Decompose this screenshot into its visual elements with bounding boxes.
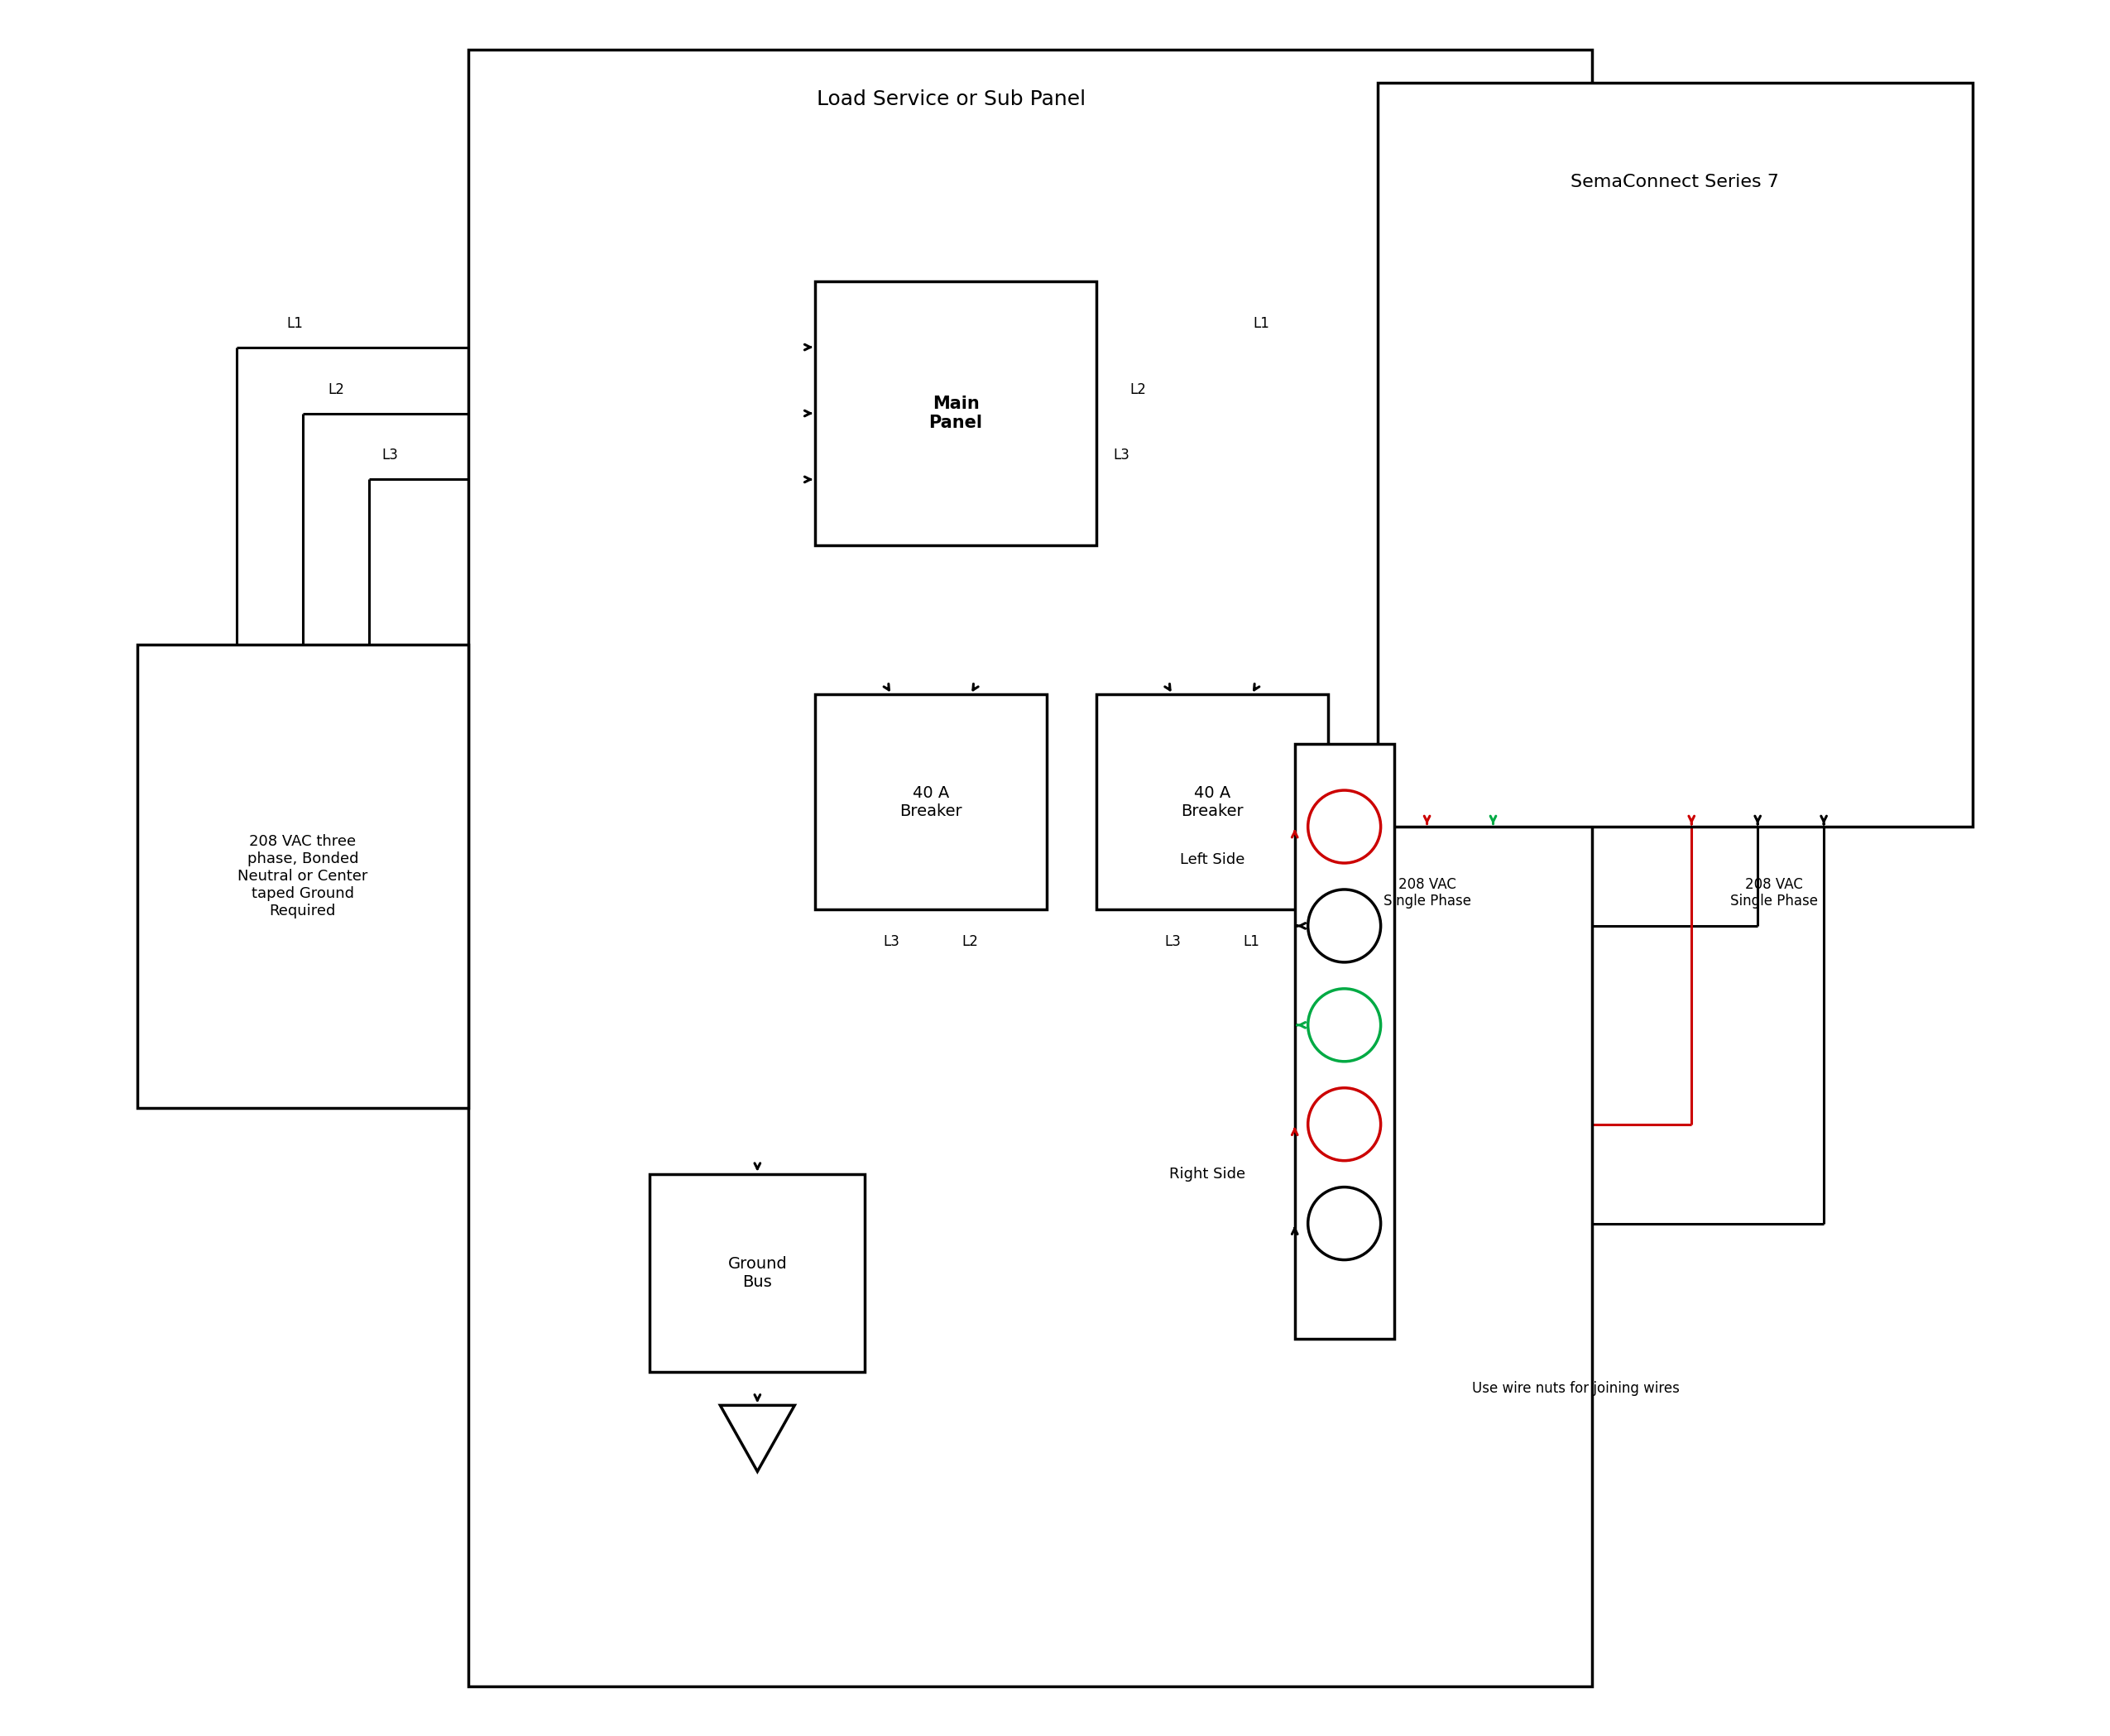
Text: Use wire nuts for joining wires: Use wire nuts for joining wires [1473, 1382, 1680, 1396]
Text: Right Side: Right Side [1169, 1167, 1245, 1180]
Circle shape [1308, 1187, 1380, 1260]
Bar [137, 644, 468, 1108]
Text: L2: L2 [962, 934, 979, 950]
Text: Main
Panel: Main Panel [928, 396, 983, 431]
Text: Left Side: Left Side [1179, 852, 1245, 868]
Bar [814, 281, 1097, 545]
Circle shape [1308, 889, 1380, 962]
Text: SemaConnect Series 7: SemaConnect Series 7 [1570, 174, 1779, 191]
Text: 40 A
Breaker: 40 A Breaker [899, 785, 962, 819]
Bar [814, 694, 1047, 910]
Text: L1: L1 [287, 316, 302, 330]
Circle shape [1308, 790, 1380, 863]
Text: Load Service or Sub Panel: Load Service or Sub Panel [817, 89, 1087, 109]
Bar [1097, 694, 1327, 910]
Circle shape [1308, 990, 1380, 1061]
Text: L3: L3 [1112, 448, 1129, 464]
Bar [1296, 745, 1395, 1338]
Text: 208 VAC
Single Phase: 208 VAC Single Phase [1730, 877, 1819, 910]
Text: 208 VAC
Single Phase: 208 VAC Single Phase [1384, 877, 1471, 910]
Bar [1378, 83, 1973, 826]
Text: L3: L3 [884, 934, 899, 950]
Text: Ground
Bus: Ground Bus [728, 1257, 787, 1290]
Text: L1: L1 [1243, 934, 1260, 950]
Text: 40 A
Breaker: 40 A Breaker [1182, 785, 1243, 819]
Text: L3: L3 [1165, 934, 1182, 950]
Circle shape [1308, 1088, 1380, 1161]
Text: L2: L2 [327, 382, 344, 398]
Bar [650, 1174, 865, 1371]
Text: L3: L3 [382, 448, 399, 464]
Bar [468, 50, 1593, 1686]
Text: 208 VAC three
phase, Bonded
Neutral or Center
taped Ground
Required: 208 VAC three phase, Bonded Neutral or C… [238, 835, 367, 918]
Text: L1: L1 [1253, 316, 1270, 330]
Text: L2: L2 [1129, 382, 1146, 398]
